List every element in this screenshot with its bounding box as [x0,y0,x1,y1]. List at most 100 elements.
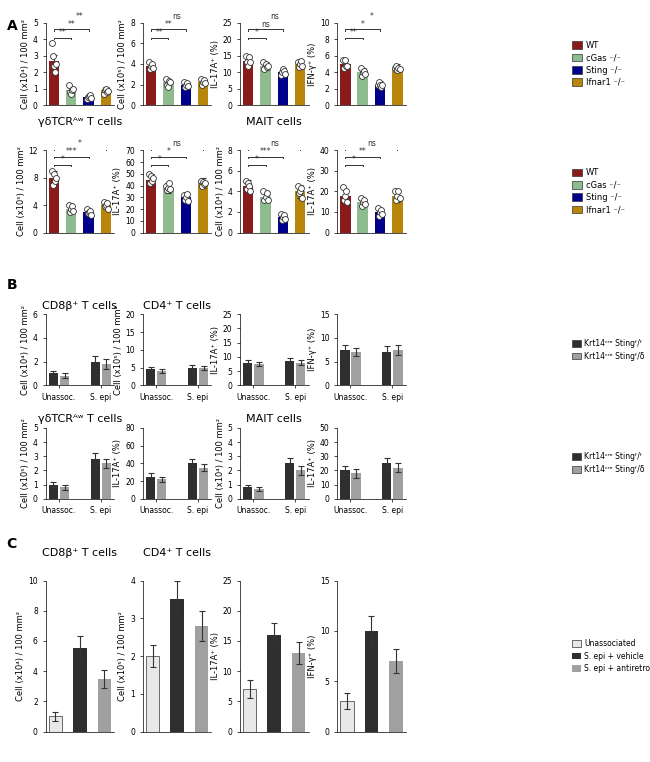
Point [338,181,348,194]
Point [163,182,174,194]
Point [67,200,77,213]
Point [85,210,96,222]
Text: *: * [352,155,356,165]
Point [83,207,93,219]
Point [263,59,273,72]
Point [260,190,270,203]
Point [372,202,383,214]
Point [81,203,92,215]
Bar [358,202,368,232]
Y-axis label: Cell (x10⁵) / 100 mm²: Cell (x10⁵) / 100 mm² [118,611,127,701]
Bar [278,72,288,105]
Point [51,58,61,70]
Point [101,199,111,211]
Bar [365,631,378,732]
Text: *: * [158,155,162,165]
Point [99,200,110,213]
Bar [285,361,294,386]
Bar [243,488,252,499]
Bar [163,188,174,232]
Point [181,78,192,90]
Y-axis label: IL-17A⁺ (%): IL-17A⁺ (%) [114,168,122,216]
Bar [73,648,86,732]
Point [145,177,155,189]
Point [391,194,402,206]
Point [99,196,109,208]
Point [197,78,207,91]
Title: MAIT cells: MAIT cells [246,117,302,127]
Point [277,66,287,78]
Point [391,59,402,72]
Y-axis label: Cell (x10⁴) / 100 mm²: Cell (x10⁴) / 100 mm² [21,305,30,395]
Bar [392,68,402,105]
Bar [198,183,209,232]
Point [395,191,405,203]
Point [277,214,287,226]
Point [278,211,288,223]
Text: ns: ns [261,20,270,29]
Point [144,168,154,180]
Point [356,62,366,74]
Point [147,58,157,70]
Bar [340,64,350,105]
Point [146,60,156,72]
Bar [382,463,391,499]
Bar [389,661,402,732]
Bar [296,470,306,499]
Bar [181,197,191,232]
Point [358,196,368,208]
Y-axis label: Cell (x10⁵) / 100 mm²: Cell (x10⁵) / 100 mm² [114,305,123,395]
Point [295,58,306,70]
Point [145,63,155,75]
Bar [340,350,350,386]
Bar [188,463,197,499]
Point [49,59,59,72]
Point [66,203,77,215]
Point [339,194,350,206]
Bar [188,367,197,386]
Y-axis label: IL-17A⁺ (%): IL-17A⁺ (%) [211,326,220,374]
Bar [278,217,288,232]
Point [198,176,208,188]
Point [276,69,286,82]
Point [101,82,111,94]
Point [102,197,112,209]
Point [375,206,385,218]
Bar [260,66,271,105]
Text: *: * [255,155,259,165]
Point [183,195,193,207]
Point [103,203,113,216]
Y-axis label: IL-17A⁺ (%): IL-17A⁺ (%) [308,168,317,216]
Legend: WT, cGas ⁻/⁻, Sting ⁻/⁻, Ifnar1 ⁻/⁻: WT, cGas ⁻/⁻, Sting ⁻/⁻, Ifnar1 ⁻/⁻ [573,41,625,87]
Point [395,62,405,75]
Point [51,171,61,184]
Bar [90,362,100,386]
Y-axis label: IL-17A⁺ (%): IL-17A⁺ (%) [211,40,220,88]
Point [297,191,307,203]
Bar [199,368,209,386]
Point [340,54,350,66]
Text: ***: *** [66,147,77,156]
Point [161,73,172,85]
Bar [358,72,368,105]
Text: **: ** [350,28,358,37]
Point [200,177,211,189]
Bar [101,90,111,105]
Title: CD4⁺ T cells: CD4⁺ T cells [143,301,211,311]
Bar [146,370,155,386]
Bar [49,373,58,386]
Point [196,174,206,187]
Point [83,91,93,103]
Text: **: ** [156,28,164,37]
Point [47,165,57,177]
Y-axis label: IFN-γ⁺ (%): IFN-γ⁺ (%) [308,328,317,371]
Point [144,56,154,68]
Bar [296,363,306,386]
Point [280,213,290,226]
Legend: Krt14ᶜʳᵉ Stingᶠ/ᶠ, Krt14ᶜʳᵉ Stingᶠ/δ: Krt14ᶜʳᵉ Stingᶠ/ᶠ, Krt14ᶜʳᵉ Stingᶠ/δ [572,339,645,360]
Point [81,92,92,104]
Text: **: ** [68,20,75,29]
Y-axis label: Cell (x10⁵) / 100 mm²: Cell (x10⁵) / 100 mm² [21,418,30,508]
Bar [83,212,94,232]
Point [263,194,273,206]
